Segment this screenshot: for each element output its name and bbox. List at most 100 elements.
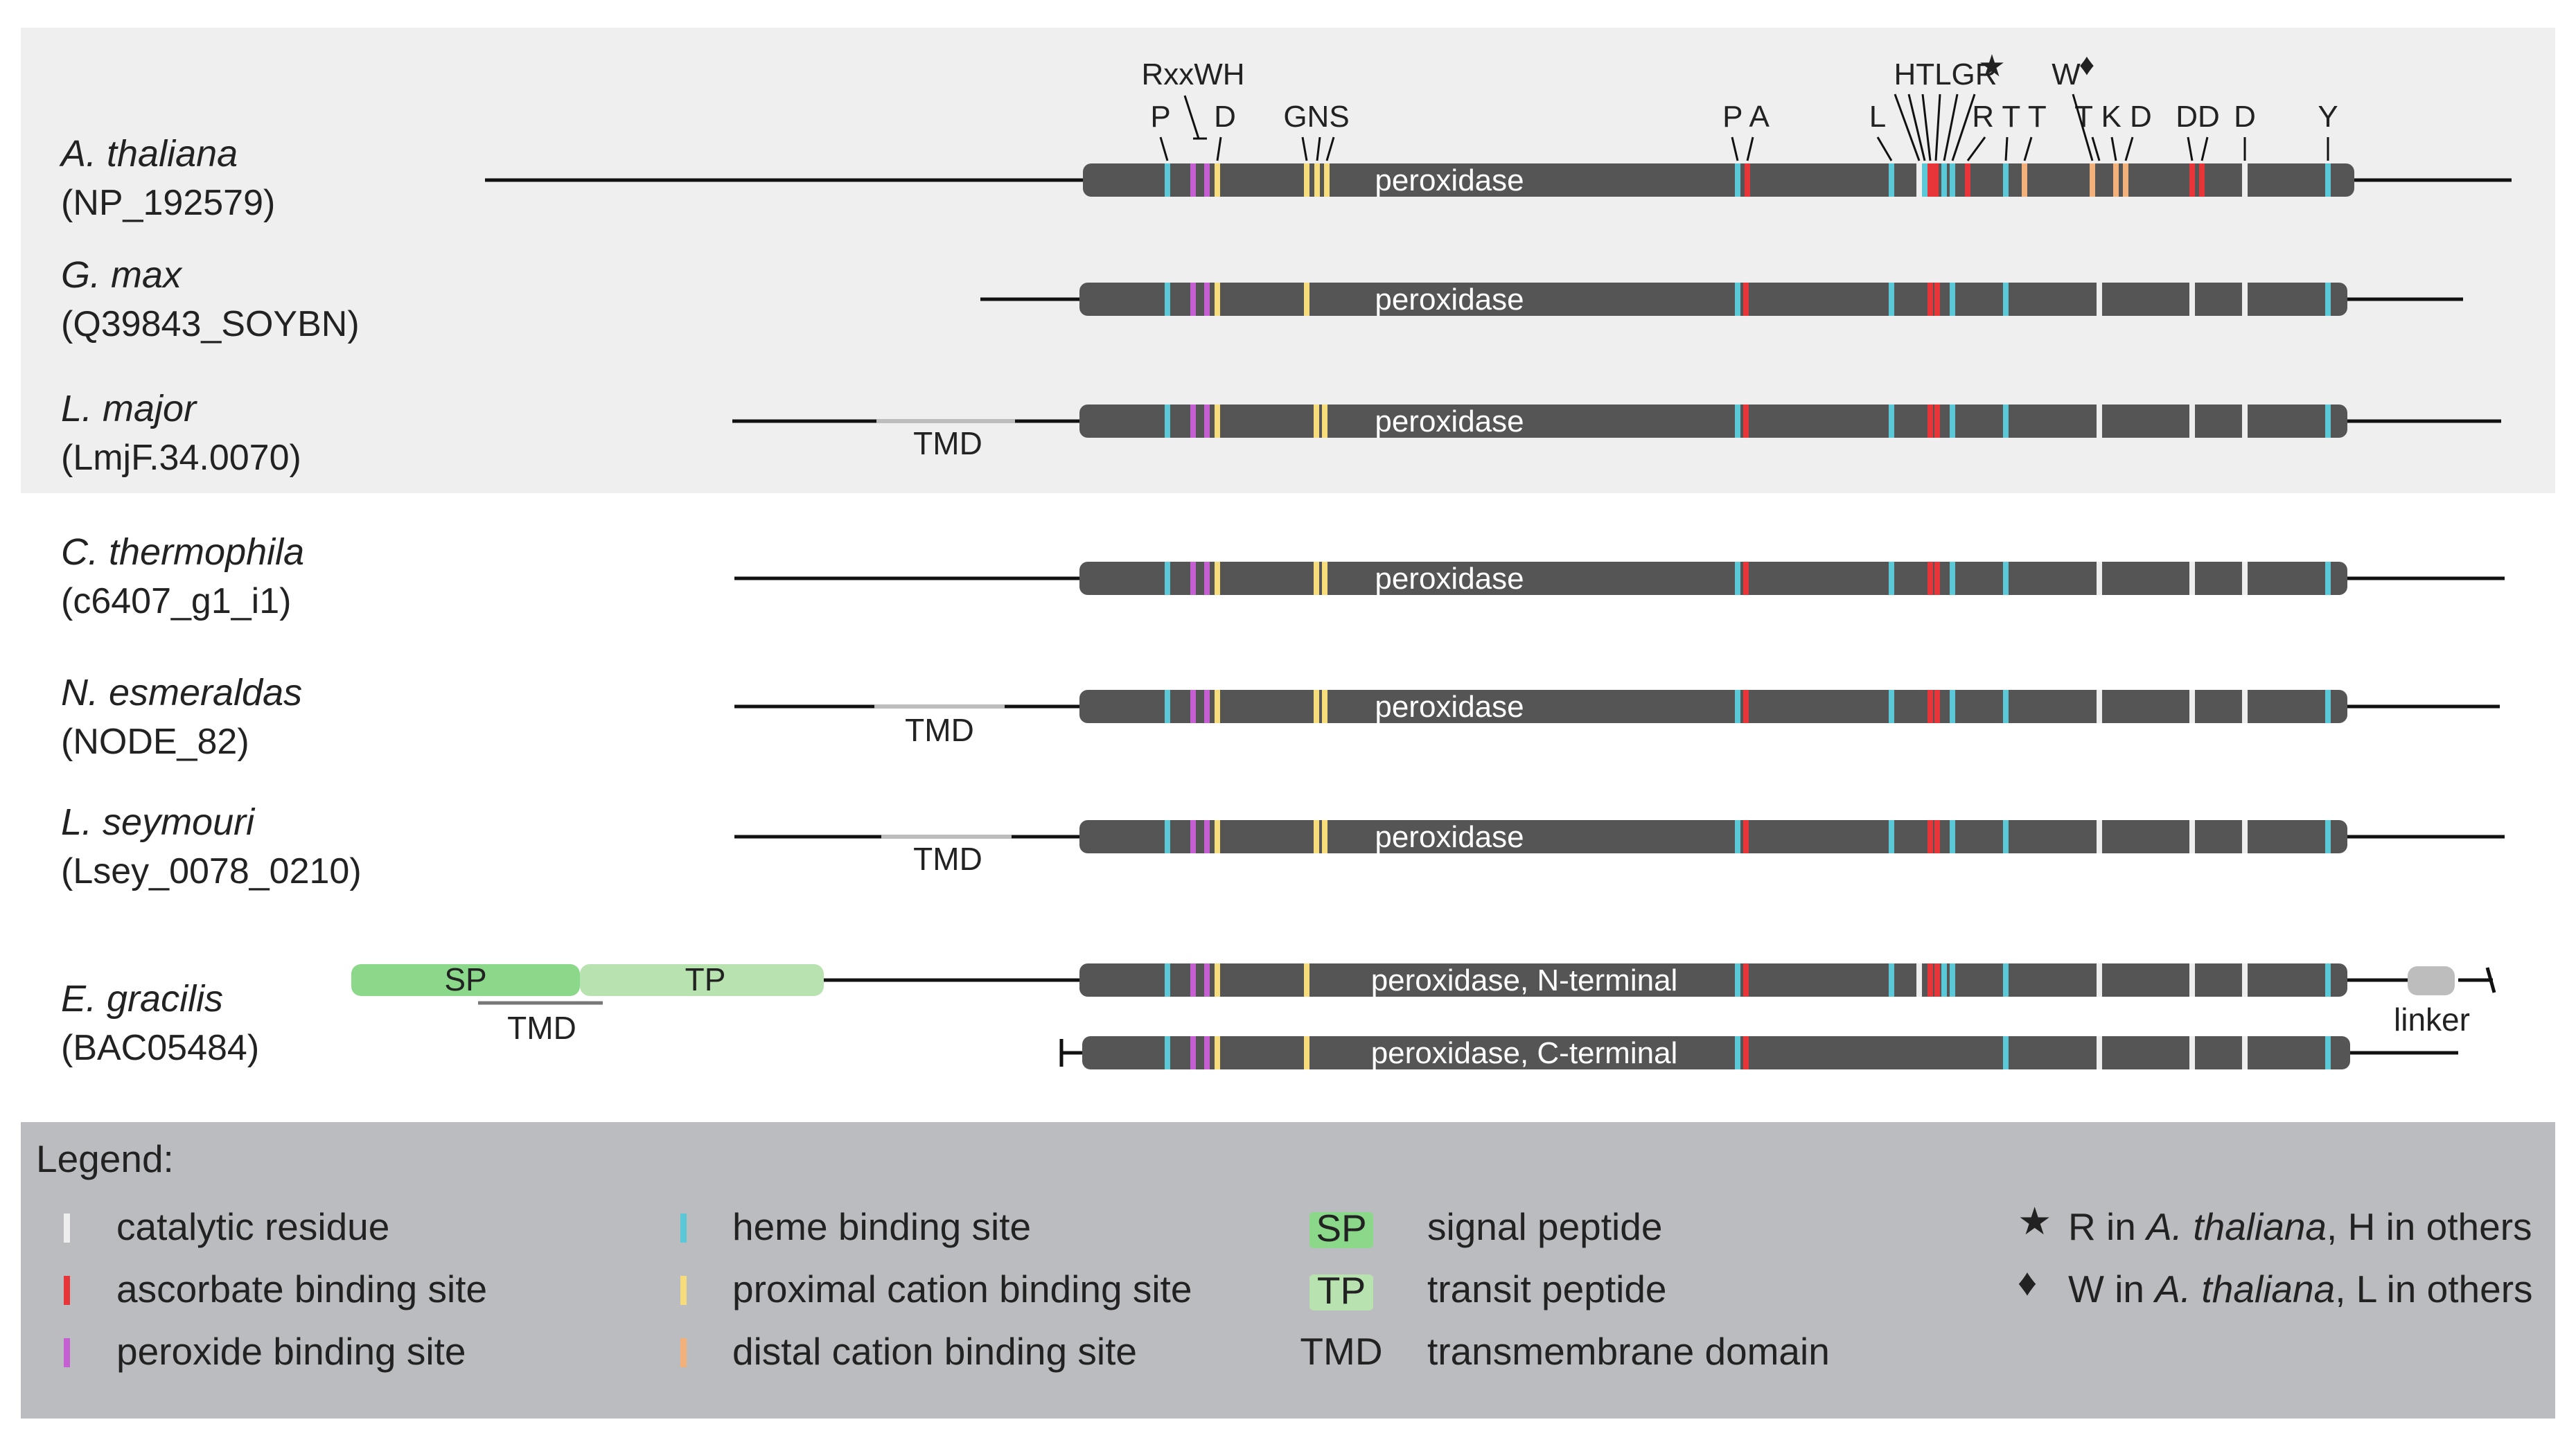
residue-stripe: [1314, 163, 1320, 197]
residue-stripe: [1743, 963, 1749, 997]
accession-id: (NODE_82): [61, 722, 249, 762]
leader-line: [2110, 136, 2117, 161]
residue-stripe: [1215, 405, 1220, 438]
residue-stripe: [1165, 963, 1170, 997]
species-name: L. major: [61, 388, 197, 429]
residue-stripe: [1950, 562, 1955, 595]
leader-line: [1301, 136, 1308, 161]
species-name: E. gracilis: [61, 978, 223, 1020]
residue-stripe: [2325, 963, 2331, 997]
legend-label: distal cation binding site: [732, 1330, 1137, 1373]
residue-stripe: [1314, 820, 1319, 853]
residue-stripe: [1934, 963, 1940, 997]
residue-stripe: [1743, 1036, 1749, 1069]
residue-stripe: [1204, 1036, 1210, 1069]
legend-note: R in A. thaliana, H in others: [2068, 1205, 2532, 1248]
leader-line: [1159, 136, 1169, 161]
residue-stripe: [2325, 690, 2331, 723]
species-name: L. seymouri: [61, 801, 256, 843]
leader-line: [1183, 95, 1200, 139]
residue-stripe: [1215, 163, 1220, 197]
residue-stripe: [1204, 163, 1210, 197]
ascorbate-swatch: [64, 1276, 70, 1305]
residue-stripes: [1165, 163, 2331, 1069]
residue-stripe: [2242, 820, 2248, 853]
residue-stripe: [1204, 405, 1210, 438]
residue-stripe: [1304, 963, 1309, 997]
residue-stripe: [1941, 163, 1947, 197]
residue-stripe: [1950, 820, 1955, 853]
tp-key-swatch: [1309, 1274, 1373, 1310]
catalytic-swatch: [64, 1214, 70, 1243]
peroxide-swatch: [64, 1338, 70, 1367]
residue-stripe: [1190, 163, 1196, 197]
leader-line: [2200, 136, 2209, 161]
residue-stripe: [1889, 562, 1894, 595]
residue-stripe: [1190, 1036, 1196, 1069]
residue-stripe: [1927, 283, 1933, 316]
species-name: G. max: [61, 254, 183, 296]
residue-stripe: [1215, 562, 1220, 595]
residue-stripe: [1889, 963, 1894, 997]
residue-stripe: [2325, 820, 2331, 853]
tmd-label: TMD: [913, 425, 982, 461]
residue-stripe: [1927, 963, 1933, 997]
domain-label: peroxidase: [1375, 820, 1524, 854]
legend-note: W in A. thaliana, L in others: [2068, 1268, 2533, 1310]
residue-stripe: [1735, 405, 1740, 438]
residue-stripe: [1215, 820, 1220, 853]
leader-line: [2023, 136, 2033, 161]
residue-stripe: [1304, 163, 1309, 197]
leader-line: [1934, 94, 1941, 161]
residue-stripe: [2242, 163, 2248, 197]
linker-box: [2408, 966, 2455, 995]
legend-panel: [21, 1122, 2555, 1419]
residue-stripe: [2003, 562, 2009, 595]
residue-stripe: [1190, 283, 1196, 316]
peroxidase-domain-c-terminal: [1082, 1036, 2350, 1069]
residue-label-htlgr: HTLGR: [1894, 57, 1997, 91]
domain-labels: peroxidase peroxidase peroxidase peroxid…: [1371, 163, 1678, 1070]
residue-stripe: [2097, 820, 2102, 853]
residue-stripe: [1204, 820, 1210, 853]
residue-stripe: [1165, 1036, 1170, 1069]
residue-stripe: [1743, 690, 1749, 723]
residue-stripe: [1950, 283, 1955, 316]
peroxidase-domain: [1079, 690, 2347, 723]
residue-labels: RxxWH P D GNS P A HTLGR ★ L R T T W ♦ T …: [1141, 48, 2338, 134]
residue-stripe: [1889, 283, 1894, 316]
accession-id: (Q39843_SOYBN): [61, 304, 360, 344]
diamond-symbol: ♦: [2079, 48, 2094, 82]
residue-label: Y: [2318, 100, 2338, 134]
leader-line: [1216, 136, 1222, 161]
domain-bars: [1079, 163, 2354, 1069]
residue-stripe: [1190, 690, 1196, 723]
residue-label: GNS: [1283, 100, 1349, 134]
distal-cation-swatch: [680, 1338, 687, 1367]
sp-key-swatch: [1309, 1212, 1373, 1248]
transit-peptide-box: [580, 964, 824, 996]
residue-stripe: [2242, 562, 2248, 595]
residue-stripe: [2123, 163, 2128, 197]
domain-label: peroxidase: [1375, 163, 1524, 197]
residue-label: W: [2052, 57, 2081, 91]
residue-stripe: [1933, 163, 1939, 197]
residue-stripe: [1190, 963, 1196, 997]
residue-stripe: [1934, 562, 1940, 595]
peroxidase-domain: [1079, 562, 2347, 595]
residue-stripe: [1215, 690, 1220, 723]
residue-label-rxxwh: RxxWH: [1141, 57, 1244, 91]
residue-stripe: [2242, 1036, 2248, 1069]
leader-line: [2187, 136, 2194, 161]
residue-stripe: [1735, 690, 1740, 723]
residue-stripe: [1215, 283, 1220, 316]
residue-stripe: [1743, 562, 1749, 595]
residue-stripe: [1950, 690, 1955, 723]
residue-stripe: [2325, 405, 2331, 438]
residue-stripe: [1889, 820, 1894, 853]
residue-stripe: [1165, 405, 1170, 438]
star-symbol: ★: [1978, 49, 2005, 83]
residue-stripe: [1215, 963, 1220, 997]
peroxidase-domain: [1083, 163, 2354, 197]
tmd-label: TMD: [507, 1010, 576, 1046]
